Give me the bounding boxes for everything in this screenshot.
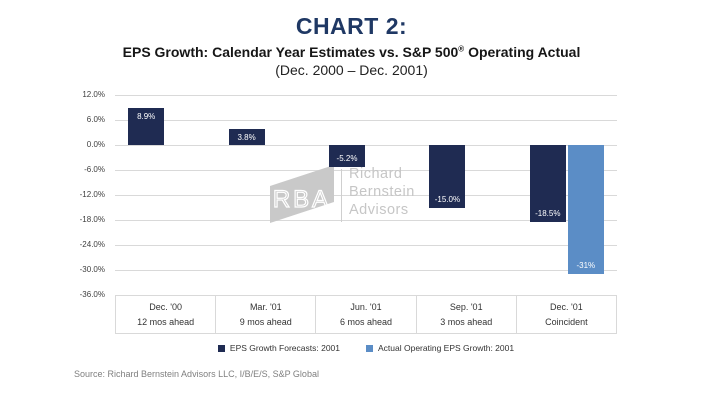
source-attribution: Source: Richard Bernstein Advisors LLC, … <box>74 369 319 379</box>
bar-data-label: -31% <box>576 261 596 271</box>
chart-title-text: EPS Growth: Calendar Year Estimates vs. … <box>122 44 459 60</box>
watermark-line: Richard <box>349 166 403 182</box>
watermark-company-name: Richard Bernstein Advisors <box>349 165 415 219</box>
bar-data-label: -5.2% <box>336 153 358 163</box>
bar-forecast-3: -15.0% <box>429 145 466 208</box>
legend-label: EPS Growth Forecasts: 2001 <box>229 343 340 353</box>
chart-legend: EPS Growth Forecasts: 2001 Actual Operati… <box>115 343 617 353</box>
y-axis-tick-label: -12.0% <box>79 190 105 199</box>
legend-label: Actual Operating EPS Growth: 2001 <box>378 343 515 353</box>
bar-forecast-1: 3.8% <box>228 129 265 145</box>
y-axis-tick-label: -36.0% <box>79 290 105 299</box>
chart-title-text-after: Operating Actual <box>464 44 581 60</box>
category-period-label: Dec. '00 <box>149 302 182 312</box>
gridline <box>115 195 617 196</box>
bar-forecast-0: 8.9% <box>128 107 165 145</box>
category-horizon-label: 12 mos ahead <box>137 317 195 327</box>
y-axis-tick-label: 6.0% <box>86 115 105 124</box>
category-horizon-label: 6 mos ahead <box>339 317 393 327</box>
gridline <box>115 220 617 221</box>
legend-item: Actual Operating EPS Growth: 2001 <box>366 343 514 353</box>
category-cell: Sep. '01 3 mos ahead <box>417 296 517 333</box>
bar-data-label: 3.8% <box>237 133 256 143</box>
y-axis-tick-label: -30.0% <box>79 265 105 274</box>
rba-logo-icon: RBA <box>270 165 334 223</box>
bar-forecast-2: -5.2% <box>329 145 365 167</box>
gridline <box>115 145 617 146</box>
category-cell: Dec. '00 12 mos ahead <box>116 296 217 333</box>
legend-swatch-icon <box>217 344 225 352</box>
registered-trademark-symbol: ® <box>458 44 465 54</box>
y-axis-tick-label: -18.0% <box>79 215 105 224</box>
chart-period-subtitle: (Dec. 2000 – Dec. 2001) <box>275 62 428 78</box>
watermark-line: Bernstein <box>349 184 415 200</box>
y-axis-tick-label: -6.0% <box>84 165 105 174</box>
category-cell: Dec. '01 Coincident <box>517 296 616 333</box>
category-horizon-label: 9 mos ahead <box>239 317 292 327</box>
category-horizon-label: Coincident <box>545 317 588 327</box>
category-period-label: Jun. '01 <box>350 302 382 312</box>
category-period-label: Sep. '01 <box>449 302 483 312</box>
gridline <box>115 95 617 96</box>
y-axis-tick-label: -24.0% <box>79 240 105 249</box>
bar-data-label: 8.9% <box>137 111 156 121</box>
category-period-label: Mar. '01 <box>249 302 282 312</box>
bar-data-label: -15.0% <box>434 194 461 204</box>
category-period-label: Dec. '01 <box>550 302 583 312</box>
gridline <box>115 170 617 171</box>
gridline <box>115 120 617 121</box>
legend-item: EPS Growth Forecasts: 2001 <box>217 343 340 353</box>
watermark-line: Advisors <box>349 202 409 218</box>
bar-data-label: -18.5% <box>535 209 561 219</box>
rba-logo-letters: RBA <box>273 186 331 213</box>
y-axis-tick-label: 0.0% <box>86 140 105 149</box>
y-axis-tick-label: 12.0% <box>82 90 105 99</box>
bar-forecast-4: -18.5% <box>529 145 566 223</box>
watermark-divider <box>341 169 342 222</box>
x-axis-category-table: Dec. '00 12 mos ahead Mar. '01 9 mos ahead J… <box>115 295 617 334</box>
chart-number-label: CHART 2: <box>295 13 408 39</box>
category-cell: Jun. '01 6 mos ahead <box>316 296 417 333</box>
gridline <box>115 270 617 271</box>
category-cell: Mar. '01 9 mos ahead <box>216 296 317 333</box>
bar-actual-4: -31% <box>567 145 604 275</box>
legend-swatch-icon <box>366 344 373 352</box>
chart-title: EPS Growth: Calendar Year Estimates vs. … <box>0 44 703 60</box>
category-horizon-label: 3 mos ahead <box>440 317 493 327</box>
gridline <box>115 245 617 246</box>
